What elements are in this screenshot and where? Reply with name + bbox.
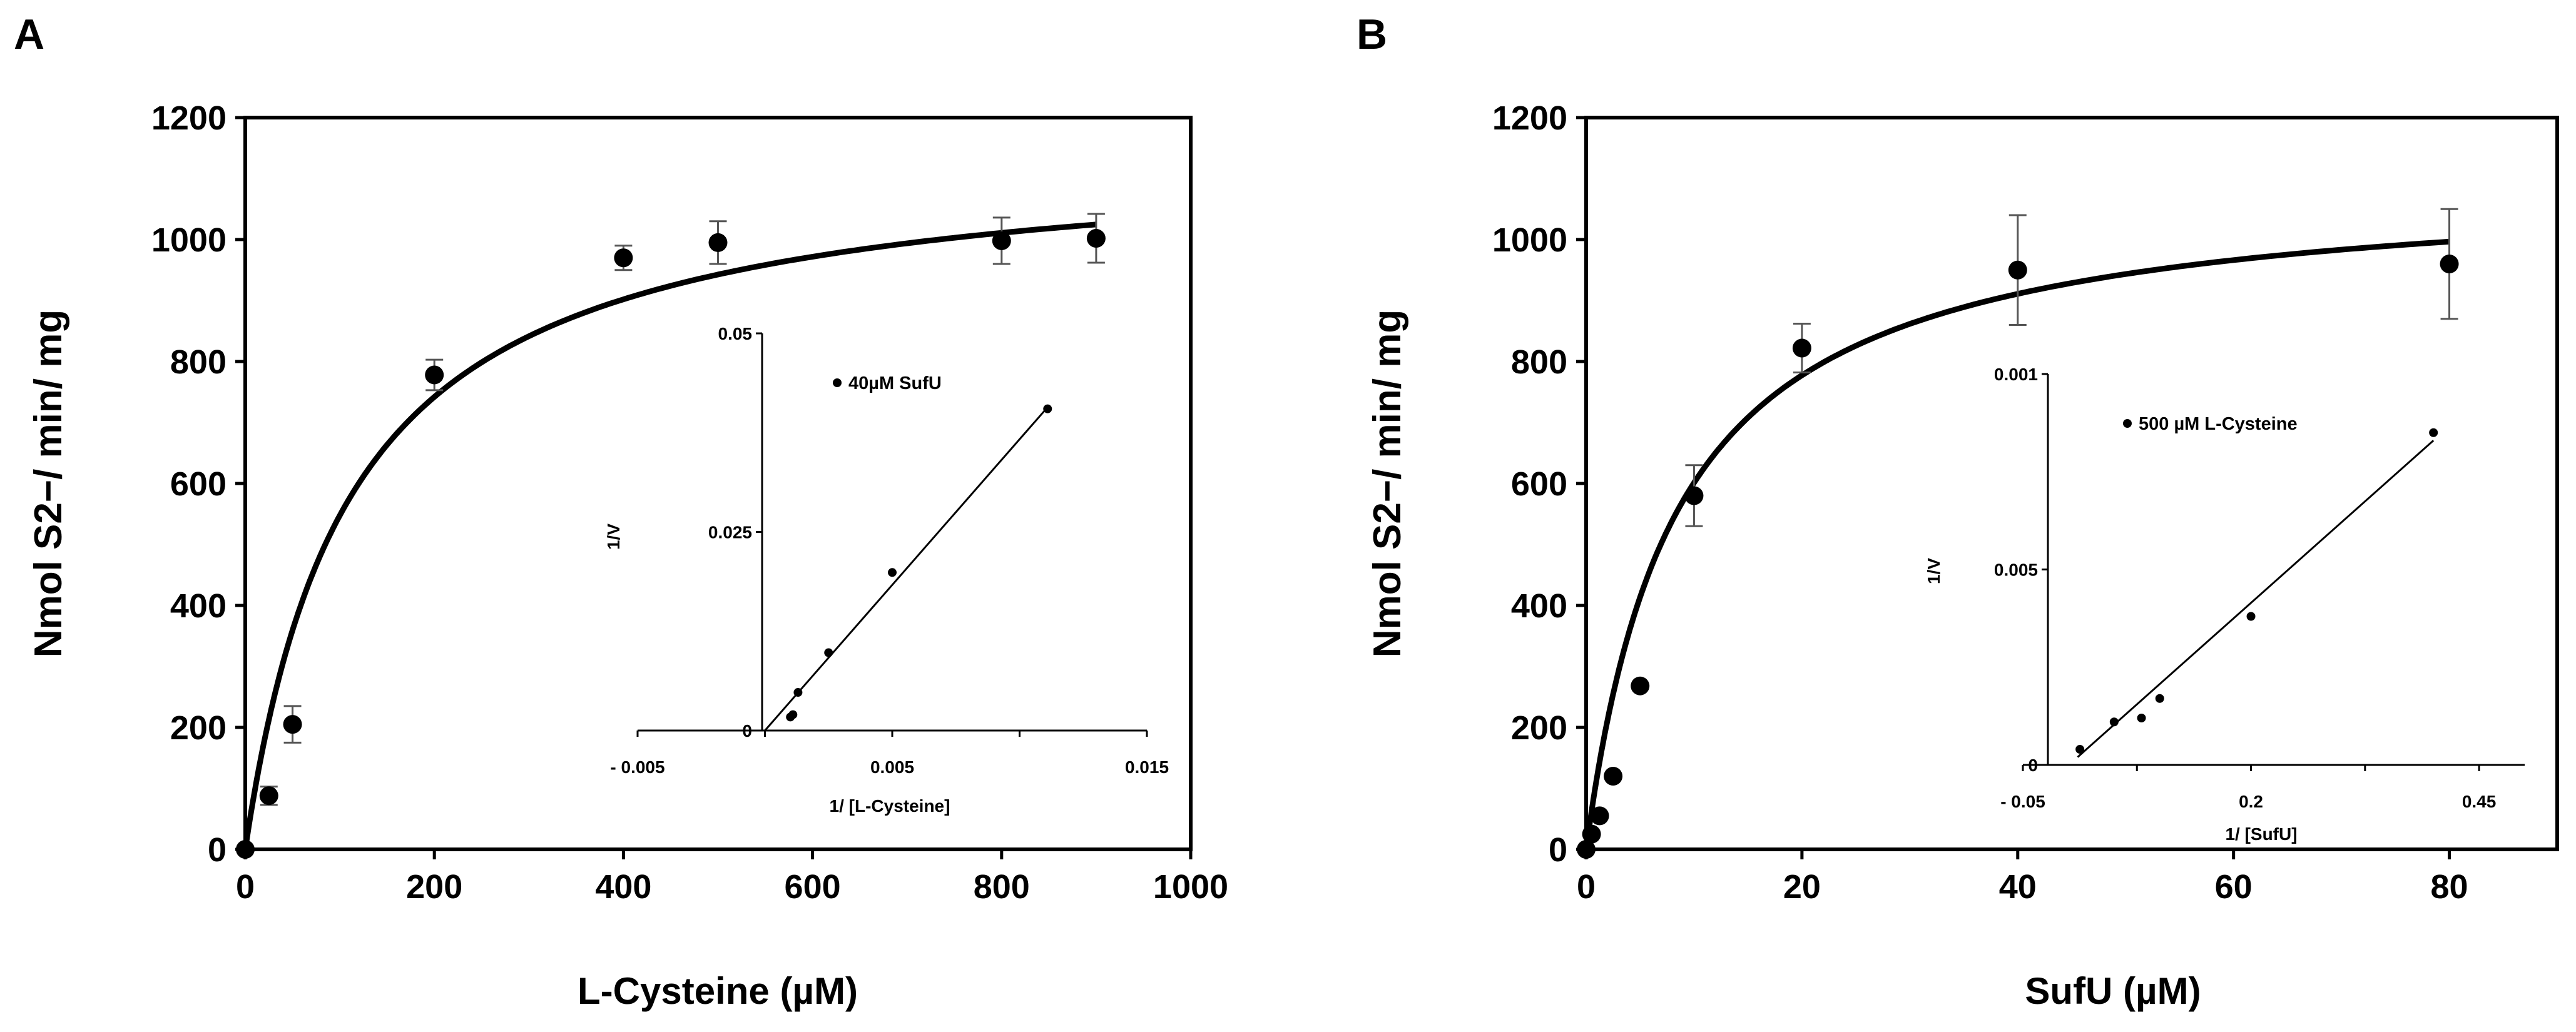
panel-b-chart: 0 200 400 600 800 1000 1200 0 20 40 60 80 SufU (µM) N… — [1366, 99, 2559, 1012]
x-tick-label: 800 — [974, 868, 1030, 906]
inset-data-point — [1043, 404, 1052, 413]
inset-chart: 0 0.025 0.05 - 0.005 0.005 0.015 1/ [L-Cystein… — [604, 324, 1169, 816]
panel-label-a: A — [14, 11, 44, 58]
inset-x-axis-title: 1/ [L-Cysteine] — [830, 796, 950, 816]
data-point — [1604, 767, 1623, 786]
inset-y-axis-title: 1/V — [1924, 558, 1943, 584]
inset-y-tick-label: 0 — [742, 721, 752, 741]
data-point — [1590, 806, 1609, 826]
y-tick-label: 600 — [1511, 465, 1567, 503]
y-tick-label: 400 — [1511, 587, 1567, 625]
inset-y-tick-label: 0.025 — [708, 523, 752, 542]
x-axis-title: SufU (µM) — [2025, 970, 2201, 1012]
inset-x-tick-label: - 0.05 — [2000, 792, 2045, 811]
y-tick-label: 1000 — [1492, 221, 1567, 259]
data-point — [1582, 824, 1601, 844]
y-tick-label: 200 — [170, 709, 227, 747]
inset-y-tick-label: 0.005 — [1994, 560, 2038, 580]
x-tick-label: 40 — [1999, 868, 2037, 906]
inset-data-point — [2075, 745, 2085, 754]
inset-data-point — [824, 648, 833, 657]
data-point — [283, 715, 302, 734]
inset-x-tick-label: - 0.005 — [610, 757, 664, 777]
y-tick-label: 1000 — [151, 221, 227, 259]
data-point — [2008, 260, 2027, 280]
plot-frame — [1584, 116, 2559, 851]
x-tick-label: 0 — [1577, 868, 1596, 906]
panel-label-b: B — [1357, 11, 1387, 58]
y-axis-title: Nmol S2−/ min/ mg — [1366, 310, 1409, 657]
y-tick-label: 600 — [170, 465, 227, 503]
data-point — [992, 231, 1011, 250]
data-point — [1684, 486, 1704, 505]
y-tick-label: 0 — [208, 831, 227, 869]
y-tick-label: 800 — [1511, 343, 1567, 381]
y-tick-label: 0 — [1549, 831, 1567, 869]
y-tick-label: 1200 — [151, 99, 227, 137]
x-axis-title: L-Cysteine (µM) — [578, 970, 858, 1012]
data-point — [708, 233, 728, 252]
x-tick-label: 80 — [2431, 868, 2468, 906]
data-point — [1086, 229, 1106, 248]
inset-legend-label: 40µM SufU — [848, 373, 942, 393]
data-point — [1792, 338, 1811, 358]
x-tick-label: 200 — [406, 868, 462, 906]
x-tick-label: 1000 — [1153, 868, 1228, 906]
inset-data-point — [888, 568, 897, 577]
inset-y-tick-label: 0.001 — [1994, 365, 2038, 384]
data-point — [1631, 676, 1650, 696]
inset-data-point — [2429, 428, 2438, 437]
inset-fit-line — [2077, 440, 2435, 758]
inset-x-tick-label: 0.015 — [1125, 757, 1169, 777]
inset-legend-label: 500 µM L-Cysteine — [2139, 414, 2298, 434]
data-point — [614, 248, 633, 268]
inset-data-point — [2155, 694, 2164, 703]
data-point — [1577, 840, 1596, 859]
inset-x-tick-label: 0.005 — [870, 757, 914, 777]
y-tick-label: 1200 — [1492, 99, 1567, 137]
inset-data-point — [2137, 714, 2146, 722]
x-tick-label: 60 — [2215, 868, 2253, 906]
inset-legend-marker — [833, 378, 842, 387]
inset-data-point — [788, 710, 798, 719]
fit-curve — [1583, 238, 2450, 850]
inset-chart: 0 0.005 0.001 - 0.05 0.2 0.45 1/ [SufU] 1/V 500 … — [1924, 365, 2525, 844]
y-tick-label: 400 — [170, 587, 227, 625]
y-tick-label: 800 — [170, 343, 227, 381]
panel-a-chart: 0 200 400 600 800 1000 1200 0 200 400 600 800 1000 L-… — [27, 99, 1228, 1012]
y-axis-title: Nmol S2−/ min/ mg — [27, 310, 70, 657]
y-tick-label: 200 — [1511, 709, 1567, 747]
inset-y-tick-label: 0.05 — [718, 324, 753, 343]
inset-x-tick-label: 0.2 — [2239, 792, 2263, 811]
inset-y-tick-label: 0 — [2028, 756, 2038, 775]
x-tick-label: 20 — [1783, 868, 1821, 906]
inset-x-tick-label: 0.45 — [2462, 792, 2497, 811]
data-point — [425, 365, 444, 385]
x-tick-label: 600 — [785, 868, 841, 906]
inset-x-axis-title: 1/ [SufU] — [2225, 824, 2297, 844]
inset-fit-line — [764, 407, 1049, 731]
fit-curve — [242, 221, 1097, 850]
inset-data-point — [793, 688, 803, 697]
data-point — [2440, 255, 2459, 273]
data-point — [236, 840, 255, 859]
x-tick-label: 0 — [236, 868, 255, 906]
inset-data-point — [2246, 612, 2256, 621]
inset-legend-marker — [2123, 419, 2132, 428]
inset-y-axis-title: 1/V — [604, 524, 623, 550]
x-tick-label: 400 — [595, 868, 651, 906]
data-point — [259, 786, 278, 806]
inset-data-point — [2109, 717, 2119, 727]
